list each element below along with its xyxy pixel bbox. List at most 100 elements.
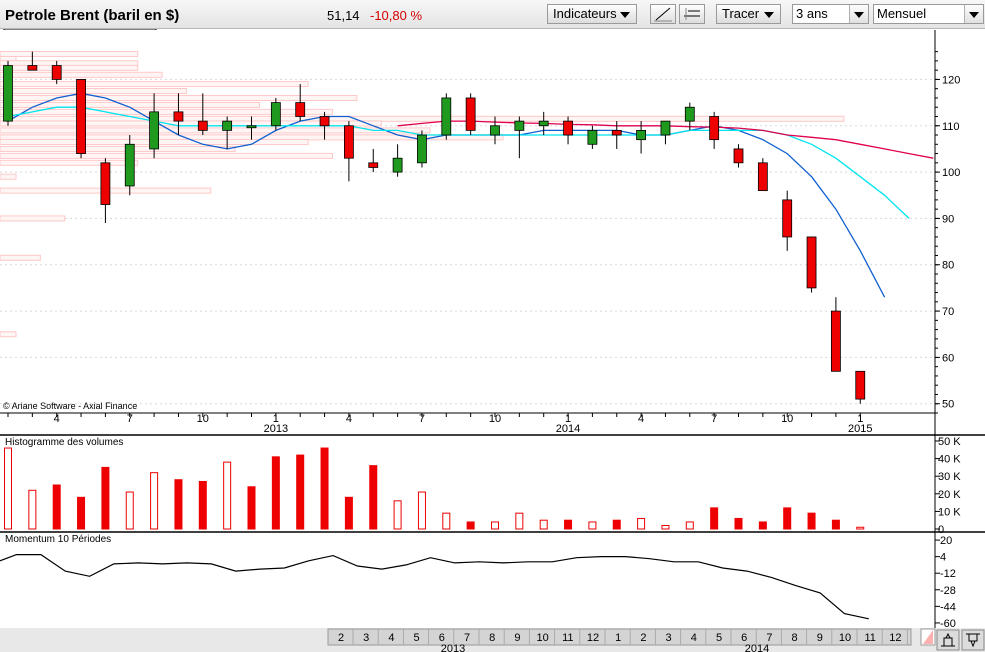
nav-month-4: 6: [439, 632, 445, 644]
sr-zone-5: [0, 81, 309, 88]
volume-bar-27: [661, 524, 670, 530]
volume-y-axis: 0 10 K 20 K 30 K 40 K 50 K: [935, 436, 961, 536]
candlesticks: [3, 51, 866, 404]
price-xtick-label-2: 10: [197, 413, 209, 425]
candle-body-13: [319, 116, 330, 127]
vol-ytick-label-0: 0: [938, 524, 944, 536]
sr-zone-21: [0, 254, 41, 261]
chart-area: Moyenne Mobile(10, MMA)Moyenne Mobile(30…: [0, 29, 985, 652]
volume-bar-21: [515, 512, 524, 530]
nav-month-13: 3: [666, 632, 672, 644]
sr-zone-16: [0, 152, 334, 159]
vol-ytick-label-10: 10 K: [938, 506, 961, 518]
momentum-polyline: [0, 553, 869, 620]
nav-month-15: 5: [716, 632, 722, 644]
volume-bar-19: [466, 521, 475, 530]
last-price: 51,14: [327, 8, 360, 23]
candle-body-7: [173, 111, 184, 122]
price-ytick-label-120: 120: [942, 74, 960, 86]
nav-month-9: 11: [562, 632, 573, 644]
momentum-panel: Momentum 10 Périodes 20 4 -12 -28 -44 -60: [0, 534, 956, 630]
zoom-ramp-icon: [923, 630, 933, 644]
trend-line-icon: [654, 7, 672, 22]
period-value: 3 ans: [796, 6, 828, 21]
momentum-line: [0, 553, 869, 620]
price-ytick-label-80: 80: [942, 260, 954, 272]
volume-bar-20: [491, 521, 499, 530]
volume-bar-15: [369, 465, 378, 530]
price-xtick-label-0: 4: [54, 413, 60, 425]
candle-body-27: [660, 120, 671, 136]
tracer-label: Tracer: [722, 6, 760, 21]
volume-panel-title: Histogramme des volumes: [5, 437, 123, 448]
candle-body-24: [587, 129, 598, 145]
nav-month-1: 3: [363, 632, 369, 644]
sr-zone-4: [0, 71, 163, 78]
price-ytick-label-70: 70: [942, 306, 954, 318]
candle-body-25: [611, 129, 622, 136]
volume-bar-10: [247, 486, 256, 530]
draw-line-tool-button[interactable]: [650, 4, 676, 24]
vol-ytick-label-50: 50 K: [938, 436, 961, 448]
volume-bar-23: [564, 519, 573, 530]
sr-zone-1: [0, 50, 139, 57]
volume-bar-13: [320, 447, 329, 530]
volume-bar-3: [77, 496, 86, 530]
candle-body-29: [709, 116, 720, 141]
volume-bar-30: [734, 517, 743, 530]
period-select[interactable]: 3 ans: [792, 4, 869, 24]
nav-month-17: 7: [766, 632, 772, 644]
candle-body-14: [343, 125, 354, 159]
copyright-text: © Ariane Software - Axial Finance: [3, 401, 137, 411]
chevron-down-icon: [964, 5, 983, 23]
indicators-button[interactable]: Indicateurs: [547, 4, 637, 24]
mom-ytick-label--12: -12: [940, 568, 956, 580]
volume-bar-29: [710, 507, 719, 530]
price-xtick-label-10: 10: [781, 413, 793, 425]
price-xtick-label-8: 4: [638, 413, 644, 425]
sr-zone-3: [0, 64, 139, 71]
volume-bars: [4, 447, 865, 530]
nav-month-10: 12: [587, 632, 599, 644]
sr-zone-20: [0, 215, 66, 222]
candle-body-6: [149, 111, 160, 150]
scroll-right-icon: [966, 633, 980, 648]
nav-month-20: 10: [839, 632, 851, 644]
candle-body-18: [441, 97, 452, 136]
volume-bar-12: [296, 454, 305, 530]
candle-body-19: [465, 97, 476, 131]
nav-month-6: 8: [489, 632, 495, 644]
year-label-1: 2014: [556, 423, 580, 435]
price-ytick-label-100: 100: [942, 167, 960, 179]
candle-body-17: [417, 134, 427, 164]
price-y-axis: 50 60 70 80 90 100 110 120: [935, 51, 960, 414]
scroll-end-button[interactable]: [961, 629, 985, 651]
price-xtick-label-9: 7: [711, 413, 717, 425]
scroll-start-button[interactable]: [936, 629, 960, 651]
tracer-button[interactable]: Tracer: [716, 4, 781, 24]
candle-body-12: [295, 102, 306, 117]
nav-month-8: 10: [536, 632, 548, 644]
mom-ytick-label--44: -44: [940, 601, 956, 613]
volume-bar-22: [539, 519, 548, 530]
chevron-down-icon: [620, 12, 630, 18]
volume-bar-9: [223, 461, 232, 530]
candle-body-30: [733, 148, 744, 164]
volume-bar-32: [783, 507, 792, 530]
toolbar: Petrole Brent (baril en $) 51,14 -10,80 …: [0, 0, 985, 29]
nav-month-19: 9: [817, 632, 823, 644]
momentum-panel-title: Momentum 10 Périodes: [5, 534, 111, 545]
interval-select[interactable]: Mensuel: [873, 4, 984, 24]
nav-year-1: 2014: [745, 643, 769, 652]
volume-bar-28: [685, 521, 694, 530]
draw-horizontal-tool-button[interactable]: [679, 4, 705, 24]
volume-bar-2: [52, 484, 61, 530]
chevron-down-icon: [849, 5, 868, 23]
nav-month-16: 6: [741, 632, 747, 644]
mom-ytick-label-4: 4: [940, 552, 946, 564]
volume-bar-0: [4, 447, 12, 530]
sr-zone-9: [0, 108, 334, 115]
